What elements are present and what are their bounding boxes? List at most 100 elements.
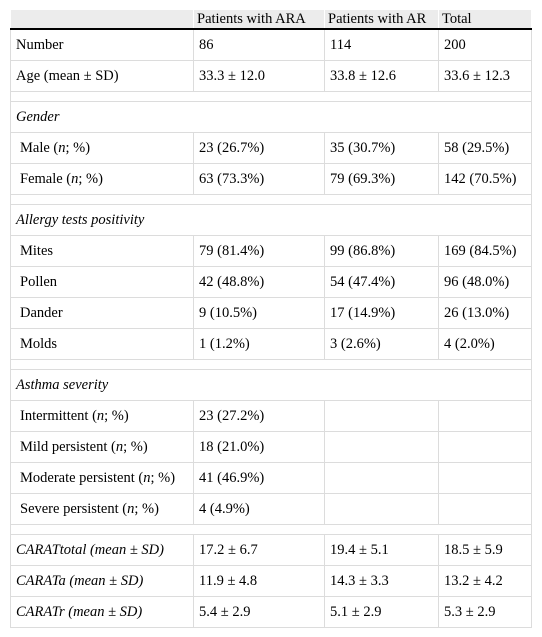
table-row: Age (mean ± SD) 33.3 ± 12.0 33.8 ± 12.6 …: [10, 60, 532, 92]
label-text: ; %): [78, 170, 103, 187]
cell-ar: 79 (69.3%): [324, 163, 439, 195]
cell-total: 58 (29.5%): [438, 132, 532, 164]
table-row: Mites 79 (81.4%) 99 (86.8%) 169 (84.5%): [10, 235, 532, 267]
header-ara: Patients with ARA: [193, 10, 325, 30]
row-label: Mites: [10, 235, 194, 267]
cell-total: 169 (84.5%): [438, 235, 532, 267]
cell-ar: 54 (47.4%): [324, 266, 439, 298]
section-heading: Allergy tests positivity: [10, 204, 532, 236]
header-total: Total: [438, 10, 532, 30]
header-ar: Patients with AR: [324, 10, 439, 30]
cell-total: 5.3 ± 2.9: [438, 596, 532, 628]
label-text: Intermittent (: [20, 407, 97, 424]
spacer-row: [10, 91, 532, 102]
label-text: ; %): [65, 139, 91, 156]
section-row-gender: Gender: [10, 101, 532, 133]
label-text: ; %): [134, 500, 159, 517]
cell-ar: [324, 400, 439, 432]
row-label: CARATtotal (mean ± SD): [10, 534, 194, 566]
header-empty-cell: [10, 10, 194, 30]
spacer-row: [10, 524, 532, 535]
cell-ar: 17 (14.9%): [324, 297, 439, 329]
label-text: Mild persistent (: [20, 438, 116, 455]
cell-ar: 33.8 ± 12.6: [324, 60, 439, 92]
cell-ara: 23 (26.7%): [193, 132, 325, 164]
demographics-table-container: Patients with ARA Patients with AR Total…: [10, 10, 532, 628]
cell-ar: 99 (86.8%): [324, 235, 439, 267]
label-text: ; %): [104, 407, 129, 424]
cell-ara: 17.2 ± 6.7: [193, 534, 325, 566]
table-row: Female (n; %) 63 (73.3%) 79 (69.3%) 142 …: [10, 163, 532, 195]
cell-total: 4 (2.0%): [438, 328, 532, 360]
table-row: Molds 1 (1.2%) 3 (2.6%) 4 (2.0%): [10, 328, 532, 360]
demographics-table: Patients with ARA Patients with AR Total…: [10, 10, 532, 628]
cell-total: 33.6 ± 12.3: [438, 60, 532, 92]
row-label: Mild persistent (n; %): [10, 431, 194, 463]
table-row: Intermittent (n; %) 23 (27.2%): [10, 400, 532, 432]
table-row: Number 86 114 200: [10, 29, 532, 61]
row-label: Molds: [10, 328, 194, 360]
section-row-asthma: Asthma severity: [10, 369, 532, 401]
spacer-cell: [10, 91, 532, 102]
cell-ar: 14.3 ± 3.3: [324, 565, 439, 597]
cell-ara: 11.9 ± 4.8: [193, 565, 325, 597]
row-label: Intermittent (n; %): [10, 400, 194, 432]
table-row: CARATa (mean ± SD) 11.9 ± 4.8 14.3 ± 3.3…: [10, 565, 532, 597]
table-row: Male (n; %) 23 (26.7%) 35 (30.7%) 58 (29…: [10, 132, 532, 164]
label-text: Female (: [20, 170, 72, 187]
cell-ar: [324, 431, 439, 463]
label-text: Severe persistent (: [20, 500, 128, 517]
section-heading: Gender: [10, 101, 532, 133]
cell-total: [438, 493, 532, 525]
cell-total: 13.2 ± 4.2: [438, 565, 532, 597]
table-body: Number 86 114 200 Age (mean ± SD) 33.3 ±…: [10, 29, 532, 628]
cell-ara: 5.4 ± 2.9: [193, 596, 325, 628]
label-n: n: [58, 139, 66, 156]
row-label: Moderate persistent (n; %): [10, 462, 194, 494]
label-n: n: [127, 500, 135, 517]
cell-total: 200: [438, 29, 532, 61]
row-label: Male (n; %): [10, 132, 194, 164]
cell-ar: [324, 493, 439, 525]
row-label: Female (n; %): [10, 163, 194, 195]
label-text: Moderate persistent (: [20, 469, 144, 486]
cell-ara: 23 (27.2%): [193, 400, 325, 432]
row-label: CARATr (mean ± SD): [10, 596, 194, 628]
row-label: Severe persistent (n; %): [10, 493, 194, 525]
row-label: Number: [10, 29, 194, 61]
cell-ara: 41 (46.9%): [193, 462, 325, 494]
cell-total: [438, 431, 532, 463]
cell-ara: 42 (48.8%): [193, 266, 325, 298]
cell-ara: 4 (4.9%): [193, 493, 325, 525]
cell-ar: 114: [324, 29, 439, 61]
table-row: Moderate persistent (n; %) 41 (46.9%): [10, 462, 532, 494]
label-text: ; %): [123, 438, 148, 455]
cell-ara: 86: [193, 29, 325, 61]
label-text: ; %): [150, 469, 176, 486]
table-row: Severe persistent (n; %) 4 (4.9%): [10, 493, 532, 525]
row-label: Pollen: [10, 266, 194, 298]
cell-total: [438, 400, 532, 432]
spacer-cell: [10, 194, 532, 205]
label-text: Male (: [20, 139, 59, 156]
table-row: CARATtotal (mean ± SD) 17.2 ± 6.7 19.4 ±…: [10, 534, 532, 566]
cell-ara: 9 (10.5%): [193, 297, 325, 329]
row-label: Dander: [10, 297, 194, 329]
table-row: Dander 9 (10.5%) 17 (14.9%) 26 (13.0%): [10, 297, 532, 329]
table-row: CARATr (mean ± SD) 5.4 ± 2.9 5.1 ± 2.9 5…: [10, 596, 532, 628]
spacer-row: [10, 194, 532, 205]
cell-ar: [324, 462, 439, 494]
table-row: Mild persistent (n; %) 18 (21.0%): [10, 431, 532, 463]
row-label: Age (mean ± SD): [10, 60, 194, 92]
cell-total: 96 (48.0%): [438, 266, 532, 298]
header-row: Patients with ARA Patients with AR Total: [10, 10, 532, 30]
section-heading: Asthma severity: [10, 369, 532, 401]
table-header: Patients with ARA Patients with AR Total: [10, 10, 532, 30]
cell-total: 26 (13.0%): [438, 297, 532, 329]
spacer-cell: [10, 359, 532, 370]
cell-total: 18.5 ± 5.9: [438, 534, 532, 566]
label-n: n: [143, 469, 151, 486]
cell-ara: 33.3 ± 12.0: [193, 60, 325, 92]
label-n: n: [96, 407, 105, 424]
label-n: n: [71, 170, 79, 187]
